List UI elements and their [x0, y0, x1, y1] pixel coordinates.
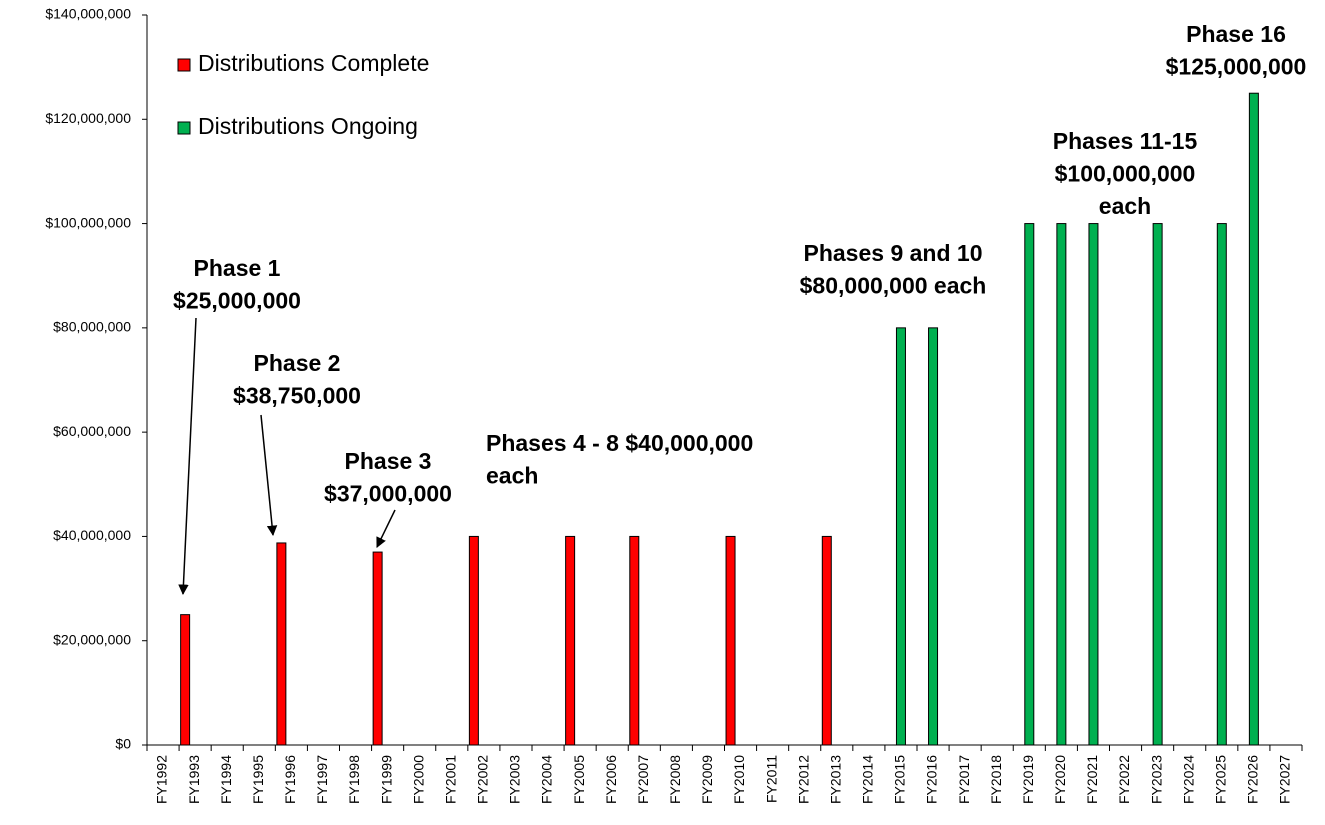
annotation: $25,000,000 — [173, 288, 301, 314]
annotation: Phase 3 — [345, 448, 432, 474]
annotation-arrows — [178, 317, 396, 596]
x-tick-label: FY2004 — [539, 755, 555, 804]
x-tick-label: FY2014 — [860, 755, 876, 804]
x-tick-label: FY2010 — [731, 755, 747, 804]
x-tick-label: FY2000 — [410, 755, 426, 804]
x-tick-label: FY2002 — [475, 755, 491, 804]
x-tick-label: FY2019 — [1020, 755, 1036, 804]
x-tick-label: FY2023 — [1148, 755, 1164, 804]
bar — [468, 535, 479, 746]
x-tick-label: FY2011 — [763, 755, 779, 803]
bar — [1088, 223, 1099, 746]
x-tick-label: FY1999 — [378, 755, 394, 804]
annotation: $80,000,000 each — [800, 273, 987, 299]
y-tick-label: $0 — [115, 736, 131, 752]
y-tick-label: $140,000,000 — [45, 6, 131, 22]
annotation: $100,000,000 — [1055, 161, 1196, 187]
x-tick-label: FY2001 — [442, 755, 458, 804]
annotation: $38,750,000 — [233, 383, 361, 409]
arrow — [376, 509, 396, 548]
x-tick-label: FY2006 — [603, 755, 619, 804]
x-tick-label: FY1994 — [218, 755, 234, 804]
x-tick-label: FY2016 — [924, 755, 940, 804]
bar — [629, 535, 640, 746]
bar — [821, 535, 832, 746]
y-tick-label: $20,000,000 — [53, 631, 131, 647]
x-tick-label: FY1993 — [186, 755, 202, 804]
annotation: $125,000,000 — [1166, 54, 1307, 80]
annotation: Phases 11-15 — [1053, 128, 1198, 154]
y-tick-label: $80,000,000 — [53, 319, 131, 335]
x-tick-label: FY2007 — [635, 755, 651, 804]
x-tick-label: FY1997 — [314, 755, 330, 804]
y-tick-label: $100,000,000 — [45, 214, 131, 230]
bar — [1056, 223, 1067, 746]
x-tick-label: FY2017 — [956, 755, 972, 804]
annotation: Phase 16 — [1186, 21, 1286, 47]
x-tick-label: FY1998 — [346, 755, 362, 804]
bar — [276, 542, 287, 746]
y-tick-label: $40,000,000 — [53, 527, 131, 543]
bar — [565, 535, 576, 746]
bar — [1216, 223, 1227, 746]
x-tick-label: FY2018 — [988, 755, 1004, 804]
annotation: each — [1099, 193, 1151, 219]
x-tick-label: FY1992 — [154, 755, 170, 804]
annotation: Phases 4 - 8 $40,000,000 — [486, 430, 753, 456]
legend-label: Distributions Complete — [198, 50, 429, 76]
annotation: Phase 1 — [194, 255, 281, 281]
bar — [1248, 92, 1259, 746]
x-tick-label: FY2009 — [699, 755, 715, 804]
x-tick-label: FY2027 — [1277, 755, 1293, 804]
x-tick-label: FY2008 — [667, 755, 683, 804]
arrow — [260, 414, 278, 537]
x-tick-label: FY1995 — [250, 755, 266, 804]
bar — [1024, 223, 1035, 746]
x-tick-label: FY2012 — [795, 755, 811, 804]
x-tick-label: FY2024 — [1180, 755, 1196, 804]
bar — [1152, 223, 1163, 746]
x-tick-label: FY2013 — [827, 755, 843, 804]
x-tick-label: FY2020 — [1052, 755, 1068, 804]
x-tick-label: FY2005 — [571, 755, 587, 804]
annotation: Phases 9 and 10 — [804, 240, 983, 266]
legend-label: Distributions Ongoing — [198, 113, 418, 139]
x-tick-label: FY2021 — [1084, 755, 1100, 804]
bar — [372, 551, 383, 746]
bar — [180, 614, 191, 746]
annotation: Phase 2 — [254, 350, 341, 376]
y-tick-label: $60,000,000 — [53, 423, 131, 439]
x-tick-label: FY2015 — [892, 755, 908, 804]
y-tick-label: $120,000,000 — [45, 110, 131, 126]
x-tick-label: FY2022 — [1116, 755, 1132, 804]
x-tick-label: FY2003 — [507, 755, 523, 804]
bar — [895, 327, 906, 746]
legend-swatch — [177, 58, 191, 72]
legend-swatch — [177, 121, 191, 135]
annotation: each — [486, 463, 538, 489]
x-tick-label: FY2025 — [1212, 755, 1228, 804]
x-tick-label: FY2026 — [1245, 755, 1261, 804]
bar — [725, 535, 736, 746]
annotation: $37,000,000 — [324, 481, 452, 507]
arrow — [178, 317, 197, 596]
x-tick-label: FY1996 — [282, 755, 298, 804]
bar — [928, 327, 939, 746]
